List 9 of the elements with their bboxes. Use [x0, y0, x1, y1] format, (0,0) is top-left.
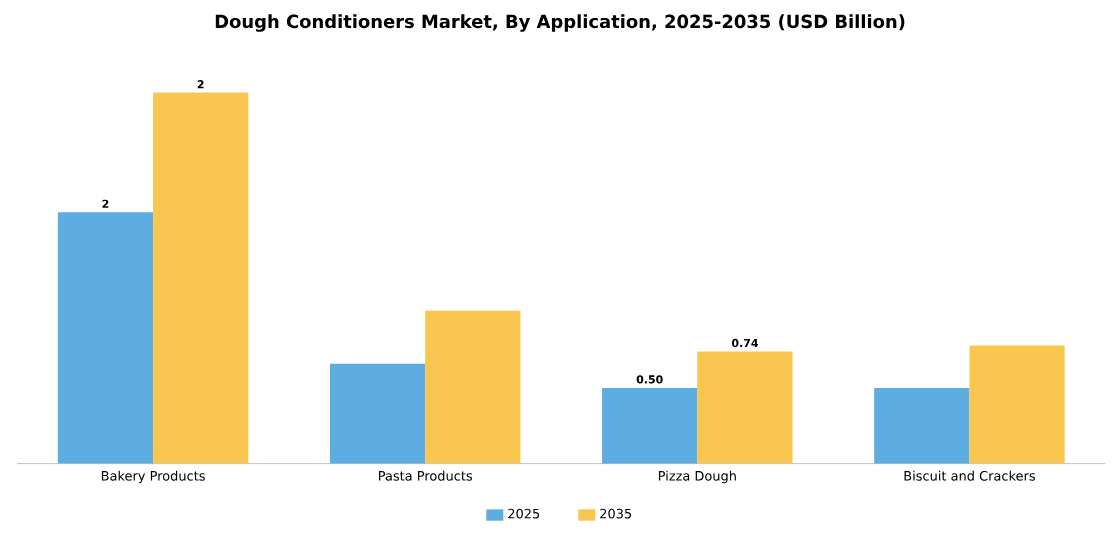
- bar: [969, 345, 1065, 464]
- bar: [153, 92, 249, 464]
- bar: [697, 351, 793, 464]
- bar: [602, 387, 698, 464]
- bar: [874, 387, 970, 464]
- chart-title: Dough Conditioners Market, By Application, 2025-2035 (USD Billion): [215, 14, 905, 32]
- bar: [329, 363, 426, 464]
- bar: [425, 310, 521, 464]
- bar: [57, 212, 154, 464]
